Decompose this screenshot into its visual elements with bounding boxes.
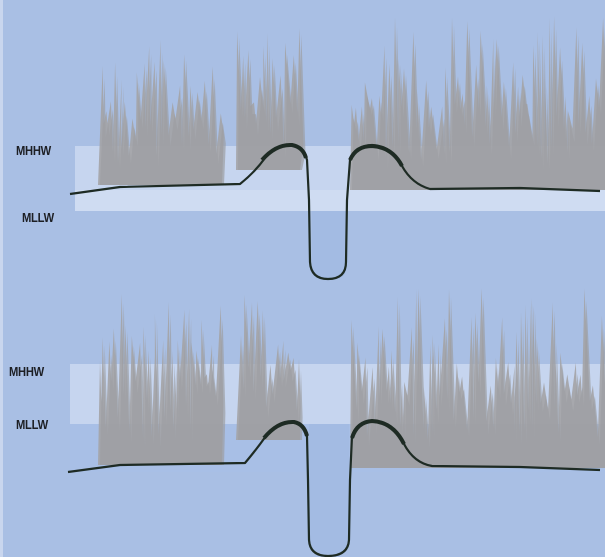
panel-top [69,16,605,281]
levee-crest-left [260,142,308,162]
tidal-range-band-lower [75,190,605,211]
marsh-grass-levee-left [236,294,303,440]
marsh-grass-icon [352,25,605,190]
marsh-grass-icon [100,52,226,186]
marsh-grass-left [98,293,226,465]
marsh-grass-right [350,288,605,468]
panel-bottom [67,288,605,557]
mhhw-label-bottom: MHHW [9,364,44,379]
mllw-label-top: MLLW [22,210,54,225]
mllw-label-bottom: MLLW [16,417,48,432]
marsh-grass-icon [352,295,605,468]
marsh-grass-icon [100,303,226,465]
marsh-grass-right [350,16,605,190]
marsh-grass-levee-left [236,28,306,171]
tidal-channel-water [312,211,346,279]
marsh-grass-left [98,40,226,186]
tidal-channel-water [309,424,349,554]
levee-crest-right [348,143,404,167]
mhhw-label-top: MHHW [16,143,51,158]
levee-crest-left [262,419,309,440]
left-frame-border [0,0,3,557]
levee-crest-right [350,418,406,445]
marsh-grass-icon [238,304,303,440]
marsh-grass-icon [238,34,306,171]
